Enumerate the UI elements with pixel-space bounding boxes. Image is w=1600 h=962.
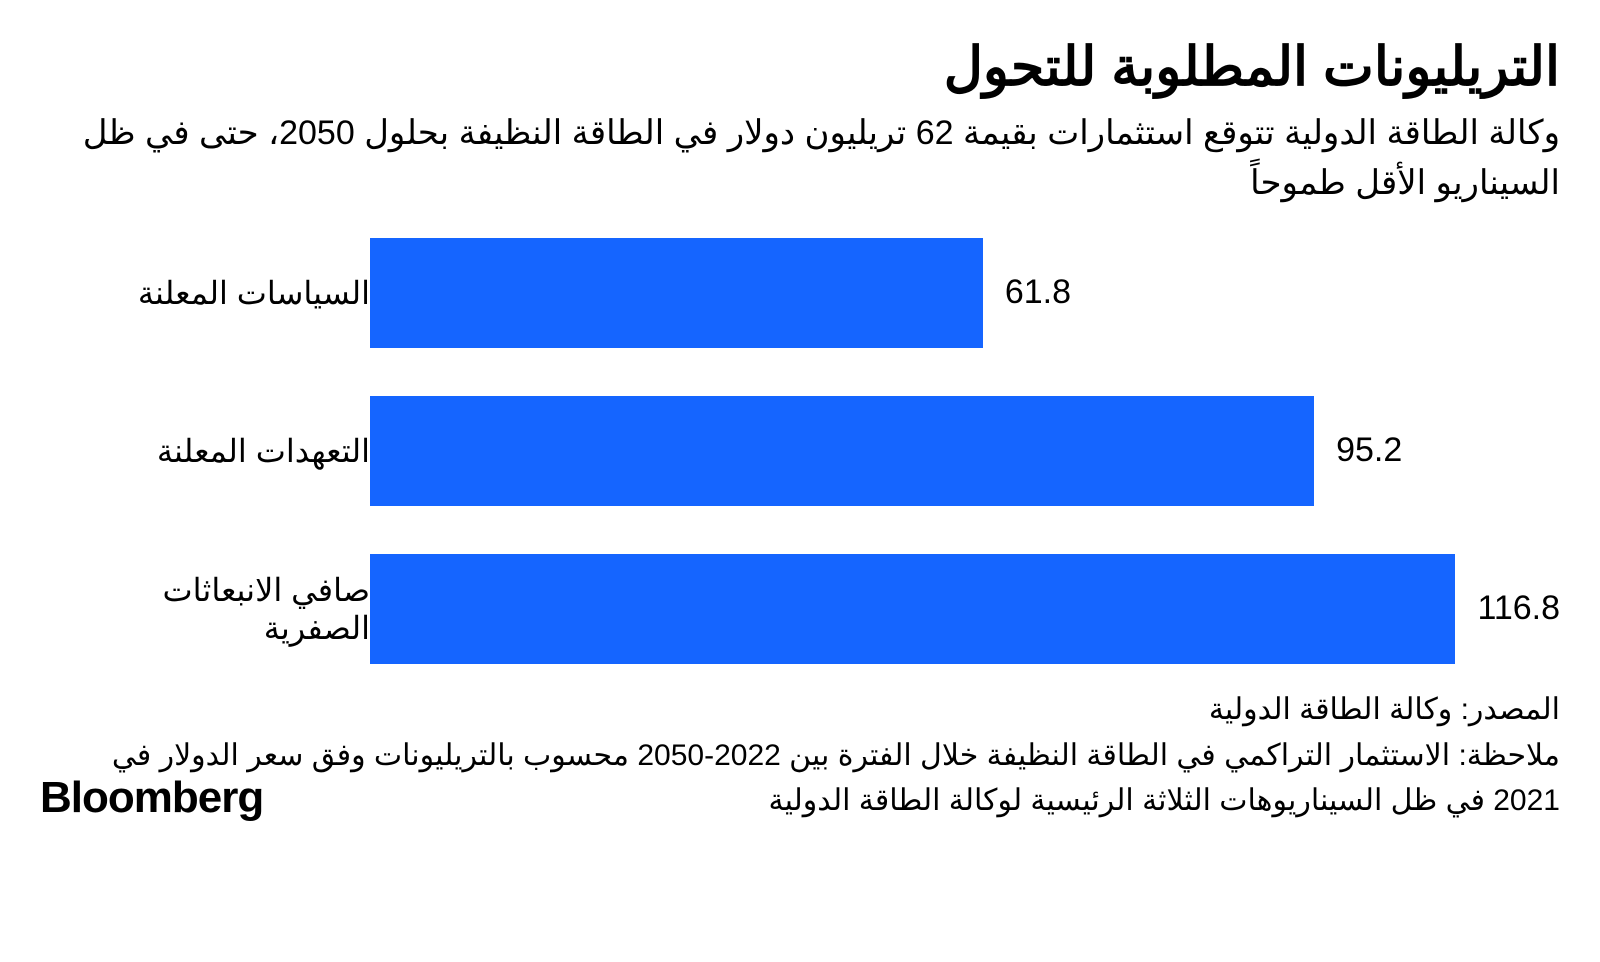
source-text: المصدر: وكالة الطاقة الدولية: [40, 692, 1560, 727]
bar-label: صافي الانبعاثات الصفرية: [40, 571, 370, 647]
bar: [370, 238, 983, 348]
chart-footer: المصدر: وكالة الطاقة الدولية ملاحظة: الا…: [40, 692, 1560, 823]
bar: [370, 396, 1314, 506]
bar-track: 116.8: [370, 554, 1560, 664]
brand-logo: Bloomberg: [40, 773, 263, 823]
chart-subtitle: وكالة الطاقة الدولية تتوقع استثمارات بقي…: [40, 109, 1560, 208]
bar-row: السياسات المعلنة 61.8: [40, 238, 1560, 348]
bar-track: 61.8: [370, 238, 1560, 348]
chart-title: التريليونات المطلوبة للتحول: [40, 38, 1560, 97]
bar-value: 116.8: [1477, 589, 1560, 628]
chart-container: التريليونات المطلوبة للتحول وكالة الطاقة…: [0, 0, 1600, 962]
bar-label: السياسات المعلنة: [40, 274, 370, 312]
bar-row: التعهدات المعلنة 95.2: [40, 396, 1560, 506]
bar-value: 95.2: [1336, 431, 1402, 470]
bar-label: التعهدات المعلنة: [40, 432, 370, 470]
note-text: ملاحظة: الاستثمار التراكمي في الطاقة الن…: [40, 733, 1560, 823]
bar-value: 61.8: [1005, 273, 1071, 312]
bar: [370, 554, 1455, 664]
bar-track: 95.2: [370, 396, 1560, 506]
bars-area: السياسات المعلنة 61.8 التعهدات المعلنة 95.2…: [40, 238, 1560, 664]
bar-row: صافي الانبعاثات الصفرية 116.8: [40, 554, 1560, 664]
